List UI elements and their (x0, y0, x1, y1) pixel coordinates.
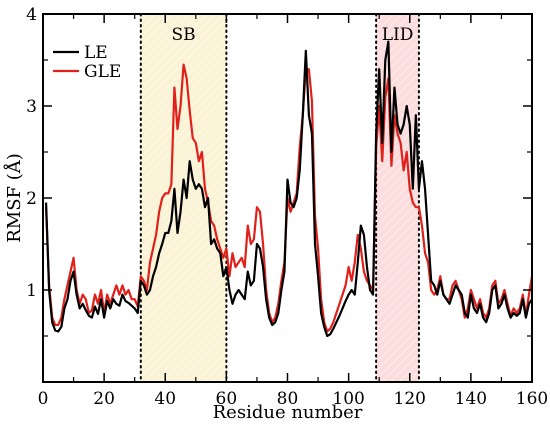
y-axis-label: RMSF (Å) (3, 153, 25, 243)
x-tick-label: 120 (394, 389, 426, 409)
x-tick-label: 80 (277, 389, 299, 409)
y-tick-label: 1 (26, 281, 37, 301)
series-line-gle (44, 63, 534, 333)
region-label-sb: SB (172, 25, 196, 45)
x-tick-label: 40 (154, 389, 176, 409)
axes: 0 20 40 60 80 100 120 140 160 1 2 3 4 (26, 5, 548, 409)
legend-label-gle: GLE (84, 62, 121, 82)
x-tick-label: 0 (38, 389, 49, 409)
y-tick-label: 2 (26, 189, 37, 209)
x-tick-label: 160 (516, 389, 548, 409)
region-label-lid: LID (382, 25, 414, 45)
x-tick-label: 60 (216, 389, 238, 409)
x-axis-label: Residue number (213, 402, 363, 423)
legend-label-le: LE (84, 43, 108, 63)
y-tick-label: 3 (26, 97, 37, 117)
x-tick-label: 100 (332, 389, 364, 409)
x-tick-label: 20 (93, 389, 115, 409)
series-line-le (44, 40, 533, 338)
x-tick-label: 140 (455, 389, 487, 409)
series-lines (44, 40, 534, 338)
y-tick-label: 4 (26, 5, 37, 25)
